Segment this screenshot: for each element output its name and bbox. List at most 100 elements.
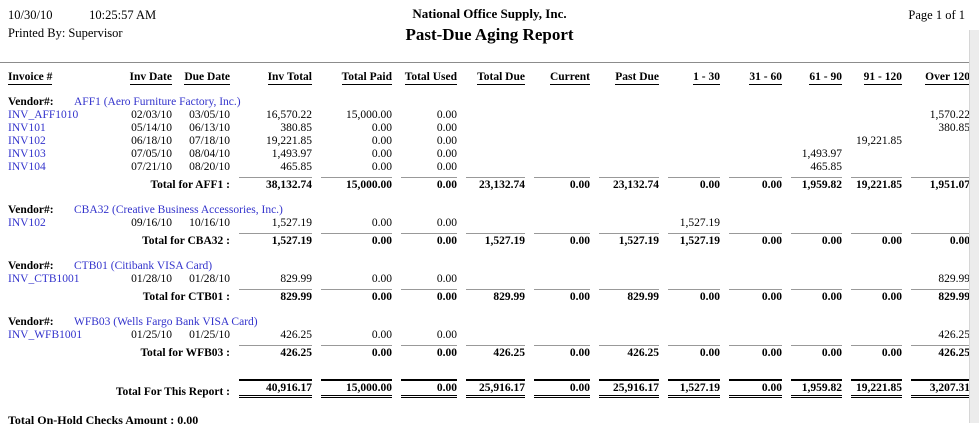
vendor-link[interactable]: CBA32 (Creative Business Accessories, In… [74,204,283,216]
vendor-cell: Vendor#: CBA32 (Creative Business Accesso… [8,195,970,216]
vendor-total-b91-120: 0.00 [842,229,902,251]
cell-over-120: 829.99 [938,273,970,285]
col-over-120: Over 120 [925,71,970,85]
cell-total-used: 0.00 [436,329,457,341]
vendor-number-label: Vendor#: [8,260,54,272]
vendor-total-inv-total: 38,132.74 [230,173,312,195]
cell-total-paid: 0.00 [371,122,392,134]
cell-b91-120 [842,108,902,121]
invoice-link[interactable]: INV_WFB1001 [8,329,83,341]
cell-inv-total: 426.25 [280,329,312,341]
vendor-link[interactable]: CTB01 (Citibank VISA Card) [74,260,213,272]
header-center: National Office Supply, Inc. Past-Due Ag… [0,6,979,45]
vendor-total-b91-120: 19,221.85 [842,173,902,195]
cell-total-paid: 0.00 [371,148,392,160]
vendor-total-past-due: 1,527.19 [590,229,659,251]
report-total-total-due: 25,916.17 [457,375,525,401]
invoice-row: INV102 06/18/10 07/18/10 19,221.85 0.00 0.00 1… [8,134,970,147]
cell-inv-date: 07/21/10 [131,161,172,173]
vendor-total-amount: 426.25 [911,345,970,359]
vendor-total-label: Total for AFF1 : [150,179,230,191]
cell-past-due [590,108,659,121]
cell-inv-total: 829.99 [280,273,312,285]
vendor-total-amount: 0.00 [401,289,457,303]
col-past-due: Past Due [615,71,659,85]
col-inv-total: Inv Total [267,71,312,85]
window-edge-scroll-area[interactable] [969,30,979,423]
vendor-cell: Vendor#: AFF1 (Aero Furniture Factory, In… [8,87,970,108]
invoice-link[interactable]: INV_AFF1010 [8,109,79,121]
cell-total-used: 0.00 [436,122,457,134]
vendor-total-over-120: 1,951.07 [902,173,970,195]
report-title: Past-Due Aging Report [405,25,574,44]
report-total-over-120: 3,207.31 [902,375,970,401]
cell-b1-30 [659,160,720,173]
invoice-row: INV102 09/16/10 10/16/10 1,527.19 0.00 0.00 1,… [8,216,970,229]
vendor-total-total-paid: 0.00 [312,341,392,363]
report-header: 10/30/10 10:25:57 AM Printed By: Supervi… [0,0,979,63]
cell-due-date: 03/05/10 [189,109,230,121]
vendor-link[interactable]: WFB03 (Wells Fargo Bank VISA Card) [74,316,258,328]
col-current: Current [549,71,590,85]
vendor-total-row: Total for AFF1 : 38,132.74 15,000.00 0.00 23… [8,173,970,195]
invoice-row: INV103 07/05/10 08/04/10 1,493.97 0.00 0.00 1,… [8,147,970,160]
cell-b1-30 [659,121,720,134]
vendor-total-row: Total for CBA32 : 1,527.19 0.00 0.00 1,527.1… [8,229,970,251]
cell-inv-date: 06/18/10 [131,135,172,147]
vendor-total-amount: 0.00 [534,345,590,359]
vendor-total-b31-60: 0.00 [720,173,782,195]
cell-over-120 [902,134,970,147]
vendor-total-amount: 829.99 [466,289,525,303]
cell-inv-date: 07/05/10 [131,148,172,160]
vendor-total-total-used: 0.00 [392,341,457,363]
vendor-row: Vendor#: WFB03 (Wells Fargo Bank VISA Car… [8,307,970,328]
printed-by: Printed By: Supervisor [8,26,123,40]
vendor-total-amount: 0.00 [851,289,902,303]
cell-b61-90 [782,216,842,229]
cell-inv-total: 19,221.85 [266,135,312,147]
cell-past-due [590,147,659,160]
vendor-total-amount: 0.00 [791,289,842,303]
vendor-total-b1-30: 0.00 [659,341,720,363]
report-total-amount: 40,916.17 [239,379,312,398]
company-name: National Office Supply, Inc. [412,6,567,21]
vendor-total-row: Total for CTB01 : 829.99 0.00 0.00 829.99 0.0… [8,285,970,307]
vendor-total-amount: 0.00 [321,345,392,359]
vendor-number-label: Vendor#: [8,316,54,328]
cell-current [525,160,590,173]
cell-inv-total: 16,570.22 [266,109,312,121]
vendor-total-total-paid: 0.00 [312,285,392,307]
vendor-link[interactable]: AFF1 (Aero Furniture Factory, Inc.) [74,96,241,108]
invoice-link[interactable]: INV103 [8,148,46,160]
vendor-total-total-used: 0.00 [392,229,457,251]
invoice-link[interactable]: INV_CTB1001 [8,273,80,285]
invoice-link[interactable]: INV102 [8,217,46,229]
col-61-90: 61 - 90 [809,71,842,85]
invoice-link[interactable]: INV102 [8,135,46,147]
vendor-total-amount: 0.00 [401,345,457,359]
cell-over-120: 426.25 [938,329,970,341]
vendor-total-b91-120: 0.00 [842,285,902,307]
vendor-total-amount: 1,951.07 [911,177,970,191]
vendor-total-over-120: 0.00 [902,229,970,251]
vendor-number-label: Vendor#: [8,96,54,108]
cell-over-120 [902,216,970,229]
vendor-total-total-paid: 15,000.00 [312,173,392,195]
cell-past-due [590,216,659,229]
invoice-link[interactable]: INV101 [8,122,46,134]
page-indicator: Page 1 of 1 [908,8,965,22]
cell-total-paid: 0.00 [371,273,392,285]
vendor-total-inv-total: 1,527.19 [230,229,312,251]
vendor-total-current: 0.00 [525,173,590,195]
cell-total-used: 0.00 [436,135,457,147]
cell-due-date: 10/16/10 [189,217,230,229]
vendor-cell: Vendor#: CTB01 (Citibank VISA Card) [8,251,970,272]
invoice-link[interactable]: INV104 [8,161,46,173]
vendor-total-amount: 0.00 [401,177,457,191]
cell-b91-120 [842,272,902,285]
cell-b1-30 [659,272,720,285]
cell-b1-30: 1,527.19 [679,217,720,229]
report-total-total-paid: 15,000.00 [312,375,392,401]
vendor-total-amount: 19,221.85 [851,177,902,191]
